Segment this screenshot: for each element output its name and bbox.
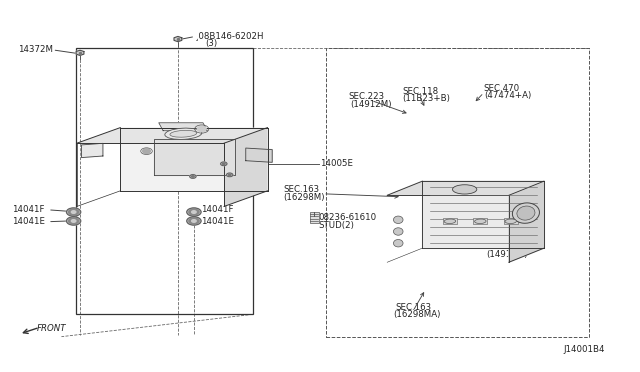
Text: SEC.118: SEC.118 xyxy=(402,87,438,96)
Polygon shape xyxy=(422,181,544,248)
Text: (14912M): (14912M) xyxy=(486,250,528,259)
Text: SEC.163: SEC.163 xyxy=(284,185,319,194)
Polygon shape xyxy=(509,181,544,262)
Text: SEC.223: SEC.223 xyxy=(486,242,522,251)
Ellipse shape xyxy=(505,219,516,224)
Bar xyxy=(310,212,319,223)
Text: 14041E: 14041E xyxy=(201,217,234,226)
FancyBboxPatch shape xyxy=(474,218,488,224)
Circle shape xyxy=(67,217,81,225)
Text: FRONT: FRONT xyxy=(37,324,67,333)
Text: STUD(2): STUD(2) xyxy=(318,221,354,230)
Ellipse shape xyxy=(394,228,403,235)
Text: 14041E: 14041E xyxy=(12,217,45,226)
Circle shape xyxy=(191,211,196,214)
Ellipse shape xyxy=(517,206,535,220)
Ellipse shape xyxy=(170,130,196,137)
Circle shape xyxy=(223,163,225,164)
Circle shape xyxy=(189,218,199,224)
Text: (3): (3) xyxy=(205,39,218,48)
Circle shape xyxy=(143,149,150,153)
Bar xyxy=(326,48,589,337)
Text: SEC.223: SEC.223 xyxy=(349,92,385,101)
Circle shape xyxy=(72,219,76,222)
Circle shape xyxy=(189,174,196,178)
Circle shape xyxy=(191,176,194,177)
Text: 14013M: 14013M xyxy=(486,208,522,217)
Polygon shape xyxy=(246,148,272,162)
Ellipse shape xyxy=(444,219,456,224)
Polygon shape xyxy=(120,128,268,191)
Text: (16298MA): (16298MA) xyxy=(393,310,440,319)
Text: 08236-61610: 08236-61610 xyxy=(318,213,376,222)
Text: 14005E: 14005E xyxy=(320,159,353,168)
Text: ¸08B146-6202H: ¸08B146-6202H xyxy=(195,31,265,40)
Circle shape xyxy=(72,211,76,214)
Polygon shape xyxy=(387,181,544,195)
Circle shape xyxy=(228,174,231,176)
FancyBboxPatch shape xyxy=(443,218,457,224)
Text: SEC.470: SEC.470 xyxy=(484,84,520,93)
Text: (14912M): (14912M) xyxy=(350,100,392,109)
Ellipse shape xyxy=(394,216,403,224)
Polygon shape xyxy=(159,123,207,131)
Circle shape xyxy=(187,217,201,225)
Text: 14372M: 14372M xyxy=(18,45,53,54)
Polygon shape xyxy=(174,36,182,42)
Ellipse shape xyxy=(394,240,403,247)
Bar xyxy=(76,48,253,314)
Circle shape xyxy=(189,209,199,215)
Polygon shape xyxy=(154,138,235,175)
Polygon shape xyxy=(77,128,268,143)
Circle shape xyxy=(68,218,79,224)
Circle shape xyxy=(227,173,233,177)
Circle shape xyxy=(187,208,201,216)
Text: (11B23+B): (11B23+B) xyxy=(402,94,450,103)
Text: SEC.163: SEC.163 xyxy=(395,303,431,312)
Circle shape xyxy=(221,162,227,166)
Ellipse shape xyxy=(513,203,540,223)
Text: (47474+A): (47474+A) xyxy=(484,92,531,100)
Polygon shape xyxy=(76,50,84,55)
Text: 14041F: 14041F xyxy=(12,205,44,214)
Circle shape xyxy=(197,126,206,132)
Text: J14001B4: J14001B4 xyxy=(563,345,605,354)
Ellipse shape xyxy=(452,185,477,194)
Circle shape xyxy=(68,209,79,215)
Polygon shape xyxy=(224,128,268,206)
Text: 14041F: 14041F xyxy=(201,205,234,214)
Circle shape xyxy=(191,219,196,222)
Ellipse shape xyxy=(475,219,486,224)
Circle shape xyxy=(67,208,81,216)
Text: (16298M): (16298M) xyxy=(284,193,325,202)
Polygon shape xyxy=(81,143,103,158)
FancyBboxPatch shape xyxy=(504,218,518,224)
Ellipse shape xyxy=(165,128,202,140)
